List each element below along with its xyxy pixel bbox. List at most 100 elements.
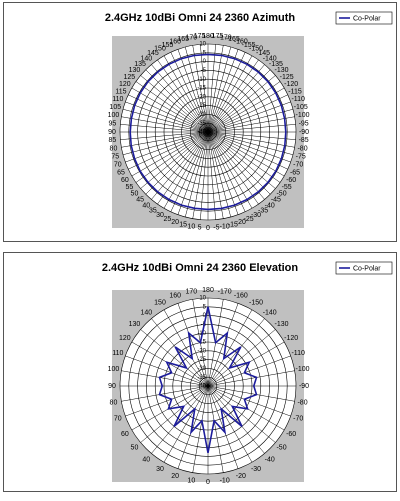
grid-spoke xyxy=(120,124,209,133)
grid-spoke xyxy=(122,108,209,133)
angle-tick-label: -85 xyxy=(299,137,309,144)
grid-spoke xyxy=(207,64,265,133)
grid-spoke xyxy=(121,385,209,402)
angle-tick-label: 40 xyxy=(142,456,150,463)
angle-tick-label: -110 xyxy=(291,350,305,357)
grid-spoke xyxy=(207,131,224,219)
angle-tick-label: 5 xyxy=(198,224,202,231)
grid-spoke xyxy=(120,131,209,140)
angle-tick-label: -130 xyxy=(275,321,289,328)
angle-tick-label: 60 xyxy=(121,177,129,184)
angle-tick-label: -160 xyxy=(234,39,248,46)
angle-tick-label: -5 xyxy=(213,224,219,231)
angle-tick-label: 160 xyxy=(169,293,181,300)
angle-tick-label: 90 xyxy=(108,383,116,390)
grid-spoke xyxy=(207,385,276,443)
angle-tick-label: -95 xyxy=(299,120,309,127)
angle-tick-label: -170 xyxy=(218,288,232,295)
angle-tick-label: 20 xyxy=(171,219,179,226)
angle-tick-label: 60 xyxy=(121,431,129,438)
angle-tick-label: -145 xyxy=(256,50,270,57)
grid-spoke xyxy=(207,303,239,387)
angle-tick-label: -160 xyxy=(234,293,248,300)
r-tick-label: 0 xyxy=(203,59,207,65)
angle-tick-label: 10 xyxy=(187,477,195,484)
grid-spoke xyxy=(163,385,209,463)
angle-tick-label: 115 xyxy=(115,88,126,95)
angle-tick-label: -150 xyxy=(249,46,263,53)
legend-box xyxy=(335,11,393,25)
angle-tick-label: 170 xyxy=(185,288,197,295)
r-tick-label: 5 xyxy=(203,50,207,56)
grid-spoke xyxy=(125,131,209,163)
grid-spoke xyxy=(140,131,209,189)
angle-tick-label: 175 xyxy=(194,33,206,40)
grid-spoke xyxy=(125,385,209,417)
grid-spoke xyxy=(207,131,281,183)
grid-spoke xyxy=(207,355,291,387)
angle-tick-label: -70 xyxy=(293,416,303,423)
grid-spoke xyxy=(207,131,246,212)
angle-tick-label: 30 xyxy=(156,466,164,473)
grid-spoke xyxy=(128,131,209,170)
angle-tick-label: -15 xyxy=(228,222,238,229)
angle-tick-label: 35 xyxy=(149,207,157,214)
grid-spoke xyxy=(121,370,209,387)
grid-spoke xyxy=(207,94,288,133)
grid-spoke xyxy=(192,131,209,219)
angle-tick-label: 45 xyxy=(136,197,144,204)
angle-tick-label: -100 xyxy=(296,112,310,119)
r-tick-label: -25 xyxy=(197,357,206,363)
angle-tick-label: 80 xyxy=(110,400,118,407)
angle-tick-label: -80 xyxy=(297,146,307,153)
r-tick-label: -10 xyxy=(197,77,206,83)
angle-tick-label: 50 xyxy=(131,191,139,198)
angle-tick-label: 15 xyxy=(179,222,187,229)
grid-spoke xyxy=(207,131,239,215)
grid-spoke xyxy=(207,131,216,220)
angle-tick-label: 105 xyxy=(109,104,121,111)
grid-spoke xyxy=(170,52,209,133)
angle-tick-label: 140 xyxy=(140,309,152,316)
angle-tick-label: -30 xyxy=(251,212,261,219)
angle-tick-label: -60 xyxy=(286,177,296,184)
angle-tick-label: 100 xyxy=(108,366,120,373)
angle-tick-label: -140 xyxy=(263,55,277,62)
angle-tick-label: -175 xyxy=(209,33,223,40)
series-line xyxy=(158,306,258,454)
angle-tick-label: -120 xyxy=(284,335,298,342)
angle-tick-label: 70 xyxy=(114,162,122,169)
r-tick-label: -15 xyxy=(197,86,206,92)
grid-spoke xyxy=(207,131,294,156)
legend-label: Co-Polar xyxy=(353,265,381,272)
angle-tick-label: -55 xyxy=(282,184,292,191)
grid-spoke xyxy=(121,116,209,133)
grid-spoke xyxy=(207,55,253,133)
r-tick-label: 10 xyxy=(199,296,206,302)
angle-tick-label: -155 xyxy=(242,42,256,49)
angle-tick-label: 160 xyxy=(169,39,181,46)
angle-tick-label: -170 xyxy=(218,34,232,41)
legend-label: Co-Polar xyxy=(353,15,381,22)
grid-spoke xyxy=(207,309,253,387)
grid-spoke xyxy=(200,44,209,133)
r-tick-label: -35 xyxy=(197,121,206,127)
angle-tick-label: 70 xyxy=(114,416,122,423)
grid-spoke xyxy=(207,131,259,205)
angle-tick-label: -45 xyxy=(271,197,281,204)
angle-tick-label: 145 xyxy=(147,50,159,57)
angle-tick-label: -20 xyxy=(236,219,246,226)
grid-spoke xyxy=(207,69,271,133)
grid-spoke xyxy=(121,131,209,148)
grid-spoke xyxy=(140,75,209,133)
grid-spoke xyxy=(151,318,209,387)
grid-spoke xyxy=(207,75,276,133)
r-tick-label: -30 xyxy=(197,366,206,372)
series-line xyxy=(129,53,287,211)
angle-tick-label: 55 xyxy=(125,184,133,191)
r-tick-label: 10 xyxy=(199,42,206,48)
angle-tick-label: 180 xyxy=(202,33,214,40)
grid-spoke xyxy=(125,355,209,387)
grid-spoke xyxy=(184,131,209,218)
